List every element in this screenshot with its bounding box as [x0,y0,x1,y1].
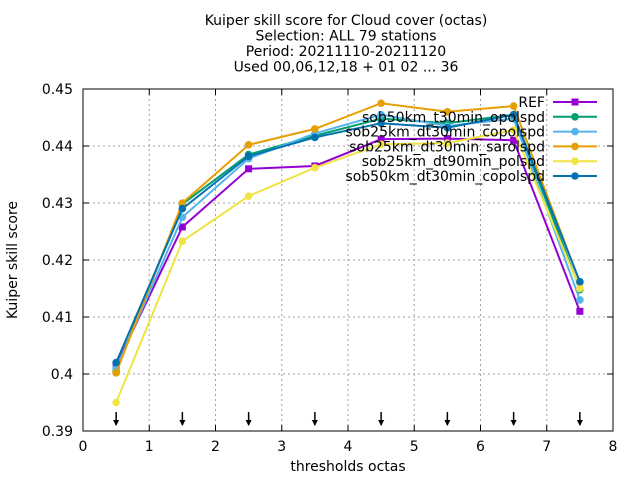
series-line [115,113,581,369]
x-tick-label: 6 [476,439,485,455]
threshold-markers [113,412,583,426]
data-point [311,133,319,142]
title-line: Selection: ALL 79 stations [255,29,436,45]
threshold-arrow-head [510,420,517,426]
threshold-arrow-head [311,420,318,426]
legend-label: sob25km_dt30min_copolspd [345,125,545,141]
x-tick-label: 5 [410,439,419,455]
data-point [377,119,385,127]
data-point [311,163,319,172]
series-line [115,113,581,363]
data-point [377,135,385,143]
legend-label: sob50km_t30min_opolspd [362,110,545,126]
series-line [115,137,581,366]
y-tick-label: 0.42 [42,253,73,269]
legend-marker [571,127,579,136]
x-tick-label: 3 [277,439,286,455]
y-tick-label: 0.39 [42,424,73,440]
legend: REFsob50km_t30min_opolspdsob25km_dt30min… [345,95,597,185]
data-point [576,284,584,293]
legend-marker [571,172,579,180]
data-point [510,136,518,144]
series-line [115,128,581,403]
title-line: Kuiper skill score for Cloud cover (octa… [205,13,488,29]
y-tick-label: 0.4 [51,367,73,383]
y-tick-label: 0.43 [42,196,73,212]
y-tick-label: 0.44 [42,139,73,155]
threshold-arrow-head [576,420,583,426]
x-tick-label: 7 [542,439,551,455]
threshold-arrow-head [113,420,120,426]
x-tick-label: 0 [79,439,88,455]
chart-title: Kuiper skill score for Cloud cover (octa… [205,13,488,76]
series-line [115,102,581,374]
data-point [112,369,120,377]
threshold-arrow-head [444,420,451,426]
data-point [443,108,452,116]
data-point [576,296,584,304]
data-point [245,165,253,173]
data-point [244,141,253,149]
data-point [178,223,186,231]
data-point [443,123,452,132]
data-point [443,135,451,143]
x-tick-label: 2 [211,439,220,455]
axis-ticks: 0 1 2 3 4 5 6 7 8 0.39 0.4 0.41 0.42 0.43 0.44 0.45 [42,82,618,455]
data-point [576,307,584,315]
threshold-arrow-head [245,420,252,426]
legend-label: sob50km_dt30min_copolspd [345,169,545,185]
data-point [377,99,385,108]
data-point [576,277,584,286]
x-tick-label: 4 [344,439,353,455]
data-point [244,152,253,161]
data-point [509,102,518,110]
y-tick-label: 0.41 [42,310,73,326]
title-line: Period: 20211110-20211120 [246,44,446,60]
threshold-arrow-head [378,420,385,426]
legend-label: sob25km_dt90min_polspd [362,154,545,170]
data-point [112,358,120,367]
legend-label: sob25km_dt30min_sarolspd [349,139,545,155]
x-axis-label: thresholds octas [290,459,405,475]
x-tick-label: 8 [609,439,618,455]
data-point [178,237,187,245]
legend-marker [571,142,579,151]
x-tick-label: 1 [145,439,154,455]
data-point [509,126,518,134]
data-point [112,398,120,407]
data-point [443,139,452,147]
legend-label: REF [518,95,545,111]
legend-marker [571,113,579,121]
data-point [377,140,385,149]
legend-marker [571,98,579,106]
threshold-arrow-head [179,420,186,426]
legend-marker [571,157,579,165]
data-point [178,199,187,207]
series-layer [112,99,584,407]
data-point [311,125,319,133]
data-point [377,110,385,119]
data-point [178,204,187,213]
y-axis-label: Kuiper skill score [5,201,21,319]
data-point [244,192,253,200]
data-point [509,110,518,119]
title-line: Used 00,06,12,18 + 01 02 ... 36 [234,60,459,76]
y-tick-label: 0.45 [42,82,73,98]
